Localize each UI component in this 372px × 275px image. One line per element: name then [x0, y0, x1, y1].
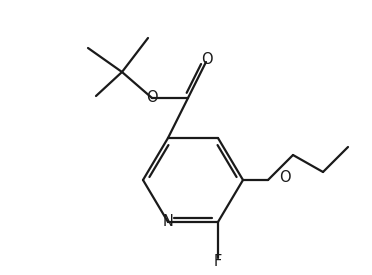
Text: F: F	[214, 254, 222, 270]
Text: N: N	[163, 214, 173, 230]
Text: O: O	[146, 89, 158, 104]
Text: O: O	[201, 51, 213, 67]
Text: O: O	[279, 170, 291, 186]
